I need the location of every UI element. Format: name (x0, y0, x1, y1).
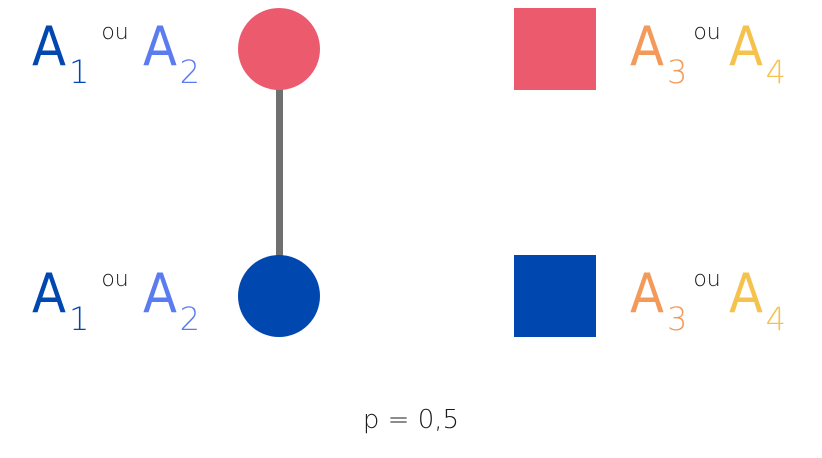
label-top-right: A 3ou A 4 (630, 15, 787, 91)
connector-ou: ou (693, 267, 721, 292)
allele-a2-letter: A (142, 15, 177, 78)
blue-square-node (514, 255, 596, 337)
label-bottom-left: A 1ou A 2 (32, 262, 201, 338)
allele-a1-subscript: 1 (68, 53, 90, 91)
allele-a4-letter: A (728, 15, 763, 78)
pedigree-edge (276, 86, 283, 262)
allele-a2-letter: A (142, 262, 177, 325)
pink-circle-node (238, 8, 320, 90)
connector-ou: ou (101, 267, 129, 292)
allele-a1-letter: A (32, 262, 66, 325)
probability-caption: p = 0,5 (362, 405, 460, 435)
allele-a4-letter: A (728, 262, 763, 325)
allele-a3-letter: A (630, 15, 664, 78)
allele-a3-subscript: 3 (666, 53, 688, 91)
allele-a4-subscript: 4 (765, 53, 787, 91)
allele-a3-letter: A (630, 262, 664, 325)
connector-ou: ou (693, 20, 721, 45)
connector-ou: ou (101, 20, 129, 45)
allele-a1-letter: A (32, 15, 66, 78)
allele-a2-subscript: 2 (179, 53, 201, 91)
allele-a1-subscript: 1 (68, 300, 90, 338)
allele-a2-subscript: 2 (179, 300, 201, 338)
label-top-left: A 1ou A 2 (32, 15, 201, 91)
pink-square-node (514, 8, 596, 90)
blue-circle-node (238, 255, 320, 337)
allele-a3-subscript: 3 (666, 300, 688, 338)
allele-a4-subscript: 4 (765, 300, 787, 338)
label-bottom-right: A 3ou A 4 (630, 262, 787, 338)
